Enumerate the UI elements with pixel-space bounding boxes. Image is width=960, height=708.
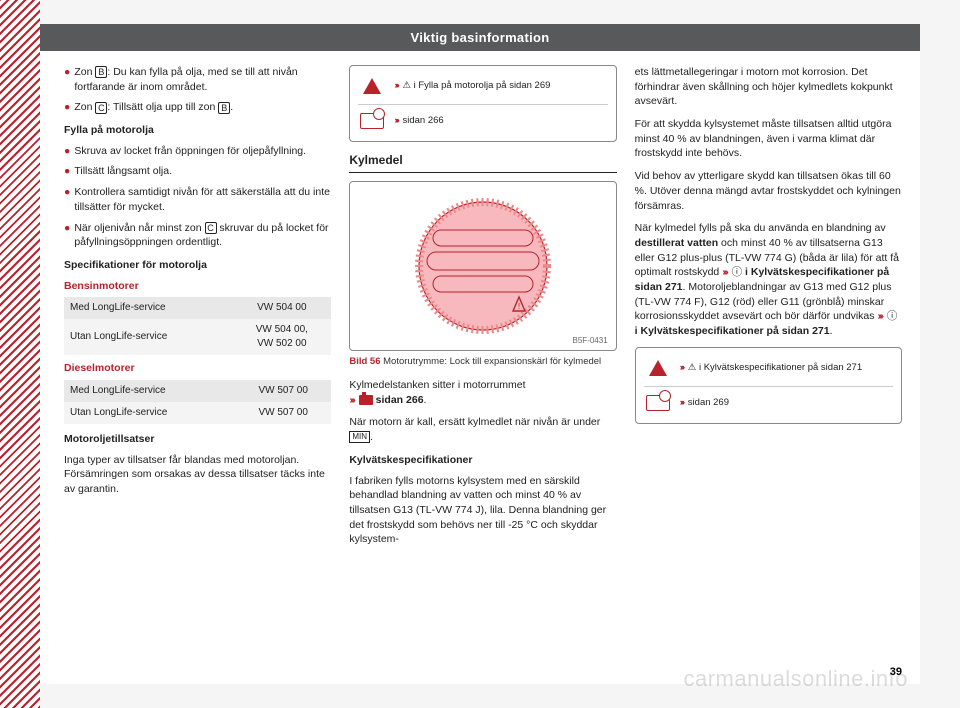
chevron-icon: ›››: [877, 310, 882, 322]
bullet-text: Zon C: Tillsätt olja upp till zon B.: [74, 100, 233, 115]
paragraph: När kylmedel fylls på ska du använda en …: [635, 221, 902, 339]
paragraph: I fabriken fylls motorns kylsystem med e…: [349, 474, 616, 547]
paragraph: ets lättmetallegeringar i motorn mot kor…: [635, 65, 902, 109]
callout-row-warning: ››› ⚠ i Kylvätskespecifikationer på sida…: [644, 354, 893, 382]
bullet-dot: ●: [64, 65, 70, 94]
chevron-icon: ›››: [680, 397, 684, 408]
book-reference-icon: [644, 391, 672, 415]
column-2: ››› ⚠ i Fylla på motorolja på sidan 269 …: [349, 65, 616, 555]
table-row: Med LongLife-serviceVW 504 00: [64, 297, 331, 319]
callout-row-book: ››› sidan 269: [644, 386, 893, 417]
zone-badge-c: C: [205, 222, 217, 234]
subhead-fill-oil: Fylla på motorolja: [64, 123, 331, 138]
zone-badge-c: C: [95, 102, 107, 114]
zone-badge-b: B: [218, 102, 230, 114]
svg-text:!: !: [518, 302, 520, 311]
chevron-icon: ›››: [680, 362, 684, 373]
book-reference-icon: [358, 109, 386, 133]
paragraph: Kylmedelstanken sitter i motorrummet ›››…: [349, 378, 616, 407]
chevron-icon: ›››: [349, 394, 354, 406]
heading-diesel: Dieselmotorer: [64, 361, 331, 376]
warning-triangle-icon: [644, 356, 672, 380]
bullet-zone-c: ● Zon C: Tillsätt olja upp till zon B.: [64, 100, 331, 115]
paragraph: Vid behov av ytterligare skydd kan tills…: [635, 169, 902, 213]
content-columns: ● Zon B: Du kan fylla på olja, med se ti…: [40, 51, 920, 565]
subhead-additives: Motoroljetillsatser: [64, 432, 331, 447]
figure-coolant-cap: ! B5F-0431: [349, 181, 616, 351]
chevron-icon: ›››: [722, 266, 727, 278]
chevron-icon: ›››: [394, 115, 398, 126]
heading-petrol: Bensinmotorer: [64, 279, 331, 294]
paragraph: När motorn är kall, ersätt kylmedlet när…: [349, 415, 616, 444]
bullet-dot: ●: [64, 100, 70, 115]
page-header-title: Viktig basinformation: [411, 30, 550, 45]
watermark: carmanualsonline.info: [683, 666, 908, 692]
bullet-item: ● När oljenivån når minst zon C skruvar …: [64, 221, 331, 250]
min-level-badge: MIN: [349, 431, 370, 443]
reference-callout: ››› ⚠ i Kylvätskespecifikationer på sida…: [635, 347, 902, 424]
paragraph-additives: Inga typer av tillsatser får blandas med…: [64, 453, 331, 497]
page-header: Viktig basinformation: [40, 24, 920, 51]
warning-triangle-icon: [358, 74, 386, 98]
engine-icon: [359, 395, 373, 405]
table-petrol: Med LongLife-serviceVW 504 00 Utan LongL…: [64, 297, 331, 355]
zone-badge-b: B: [95, 66, 107, 78]
section-title-coolant: Kylmedel: [349, 152, 616, 173]
bullet-item: ●Tillsätt långsamt olja.: [64, 164, 331, 179]
reference-callout: ››› ⚠ i Fylla på motorolja på sidan 269 …: [349, 65, 616, 142]
subhead-coolant-spec: Kylvätskespecifikationer: [349, 453, 616, 468]
figure-id: B5F-0431: [573, 335, 608, 346]
column-1: ● Zon B: Du kan fylla på olja, med se ti…: [64, 65, 331, 555]
callout-row-warning: ››› ⚠ i Fylla på motorolja på sidan 269: [358, 72, 607, 100]
coolant-cap-illustration: !: [413, 196, 553, 336]
table-row: Med LongLife-serviceVW 507 00: [64, 380, 331, 402]
table-row: Utan LongLife-serviceVW 507 00: [64, 402, 331, 424]
callout-row-book: ››› sidan 266: [358, 104, 607, 135]
hatch-pattern-left: [0, 0, 40, 708]
chevron-icon: ›››: [394, 80, 398, 91]
bullet-zone-b: ● Zon B: Du kan fylla på olja, med se ti…: [64, 65, 331, 94]
figure-caption: Bild 56 Motorutrymme: Lock till expansio…: [349, 355, 616, 368]
table-row: Utan LongLife-serviceVW 504 00, VW 502 0…: [64, 319, 331, 355]
subhead-oil-spec: Specifikationer för motorolja: [64, 258, 331, 273]
manual-page: Viktig basinformation ● Zon B: Du kan fy…: [40, 24, 920, 684]
table-diesel: Med LongLife-serviceVW 507 00 Utan LongL…: [64, 380, 331, 424]
bullet-text: Zon B: Du kan fylla på olja, med se till…: [74, 65, 331, 94]
bullet-item: ●Skruva av locket från öppningen för olj…: [64, 144, 331, 159]
bullet-item: ●Kontrollera samtidigt nivån för att säk…: [64, 185, 331, 214]
column-3: ets lättmetallegeringar i motorn mot kor…: [635, 65, 902, 555]
paragraph: För att skydda kylsystemet måste tillsat…: [635, 117, 902, 161]
